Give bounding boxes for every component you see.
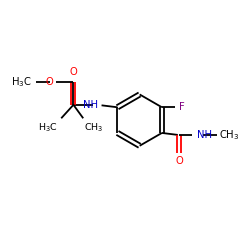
Text: CH$_3$: CH$_3$ [218,128,239,142]
Text: O: O [70,67,77,77]
Text: H$_3$C: H$_3$C [38,122,58,134]
Text: NH: NH [196,130,212,140]
Text: O: O [175,156,183,166]
Text: O: O [46,76,54,86]
Text: H$_3$C: H$_3$C [11,75,32,88]
Text: CH$_3$: CH$_3$ [84,122,104,134]
Text: NH: NH [83,100,98,110]
Text: F: F [180,102,185,112]
